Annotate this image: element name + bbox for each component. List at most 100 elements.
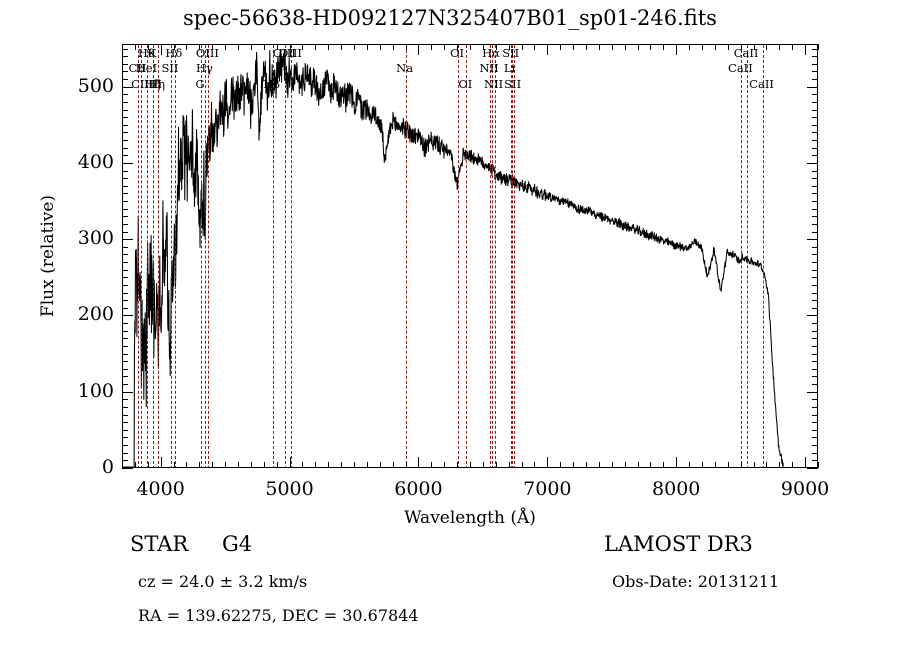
x-tick-top-7000 [547,44,549,55]
x-tick-top-8400 [727,44,729,50]
y-tick-40 [122,437,128,439]
x-tick-top-6400 [470,44,471,50]
y-tick-490 [122,94,128,96]
y-tick-220 [122,300,128,302]
line-marker-oi [458,45,460,467]
x-tick-4200 [186,462,188,468]
line-label-h: Hη [148,77,165,91]
x-tick-top-8000 [676,44,678,55]
line-label-oiii: OIII [272,46,296,60]
y-tick-390 [122,170,128,172]
x-tick-8700 [766,462,768,468]
plot-area [122,44,818,468]
y-tick-right-340 [812,208,818,210]
y-tick-80 [122,406,128,408]
y-tick-470 [122,109,128,111]
y-tick-right-130 [812,368,818,370]
y-tick-right-500 [807,86,818,88]
y-tick-160 [122,345,128,347]
x-tick-5300 [328,462,330,468]
x-tick-top-7600 [624,44,626,50]
line-label-oi: OI [450,46,465,60]
x-tick-7300 [586,462,587,468]
y-tick-260 [122,269,128,271]
y-tick-right-550 [812,48,818,50]
x-tick-top-7400 [598,44,600,50]
y-tick-510 [122,79,128,81]
x-tick-4500 [225,462,227,468]
y-tick-320 [122,223,128,225]
x-tick-top-8200 [702,44,703,50]
y-tick-label-400: 400 [77,150,114,173]
line-marker-h [272,45,274,467]
line-marker-oiii [291,45,293,467]
y-tick-right-150 [812,353,818,355]
line-label-caii: CaII [749,77,774,91]
line-marker-cii [138,45,140,467]
y-tick-right-160 [812,345,818,347]
line-marker-sii [511,45,513,467]
x-tick-label-4000: 4000 [136,478,185,500]
y-tick-right-400 [807,162,818,164]
x-tick-6800 [521,462,523,468]
x-tick-top-7300 [586,44,587,50]
x-tick-6600 [495,462,497,468]
x-tick-top-7500 [611,44,613,50]
y-tick-right-320 [812,223,818,225]
line-label-na: Na [396,61,414,75]
line-marker-h [157,45,159,467]
cz-label: cz = 24.0 ± 3.2 km/s [138,572,308,591]
x-tick-top-5900 [405,44,407,50]
x-tick-8000 [676,457,678,468]
x-tick-4000 [160,457,162,468]
y-tick-550 [122,48,128,50]
spectrum-curve [123,45,817,467]
y-tick-270 [122,262,128,264]
y-tick-0 [122,468,133,469]
x-tick-4300 [199,462,201,468]
x-tick-top-8900 [792,44,794,50]
line-label-cii: CII [128,61,147,75]
y-tick-right-110 [812,384,818,386]
x-tick-label-9000: 9000 [780,478,830,500]
x-tick-top-6700 [508,44,510,50]
line-marker-h [492,45,493,467]
x-tick-top-8700 [766,44,768,50]
y-tick-290 [122,246,128,248]
x-tick-top-6200 [444,44,446,50]
y-tick-180 [122,330,128,332]
x-tick-top-4500 [225,44,227,50]
y-tick-140 [122,361,128,363]
line-marker-k [153,45,155,467]
y-tick-right-80 [812,406,818,408]
y-tick-350 [122,201,128,203]
x-tick-top-6800 [521,44,523,50]
x-tick-7400 [598,462,600,468]
y-tick-right-140 [812,361,818,363]
x-tick-8200 [702,462,703,468]
y-tick-300 [122,239,133,241]
x-tick-top-5400 [341,44,343,50]
y-tick-540 [122,56,128,58]
x-tick-6200 [444,462,446,468]
y-tick-120 [122,376,128,378]
y-tick-280 [122,254,128,256]
line-label-k: K [147,46,157,60]
x-tick-9000 [805,457,807,468]
x-tick-5100 [302,462,304,468]
x-tick-top-5800 [392,44,394,50]
y-tick-200 [122,315,133,317]
y-tick-330 [122,216,128,218]
y-tick-right-290 [812,246,818,248]
x-tick-4900 [276,462,278,468]
y-tick-right-170 [812,338,818,340]
y-tick-right-200 [807,315,818,317]
y-tick-right-250 [812,277,818,279]
y-tick-480 [122,101,128,103]
y-tick-right-120 [812,376,818,378]
y-tick-right-440 [812,132,818,134]
x-tick-7600 [624,462,626,468]
y-tick-right-90 [812,399,818,401]
y-tick-310 [122,231,128,233]
y-tick-right-450 [812,124,818,126]
